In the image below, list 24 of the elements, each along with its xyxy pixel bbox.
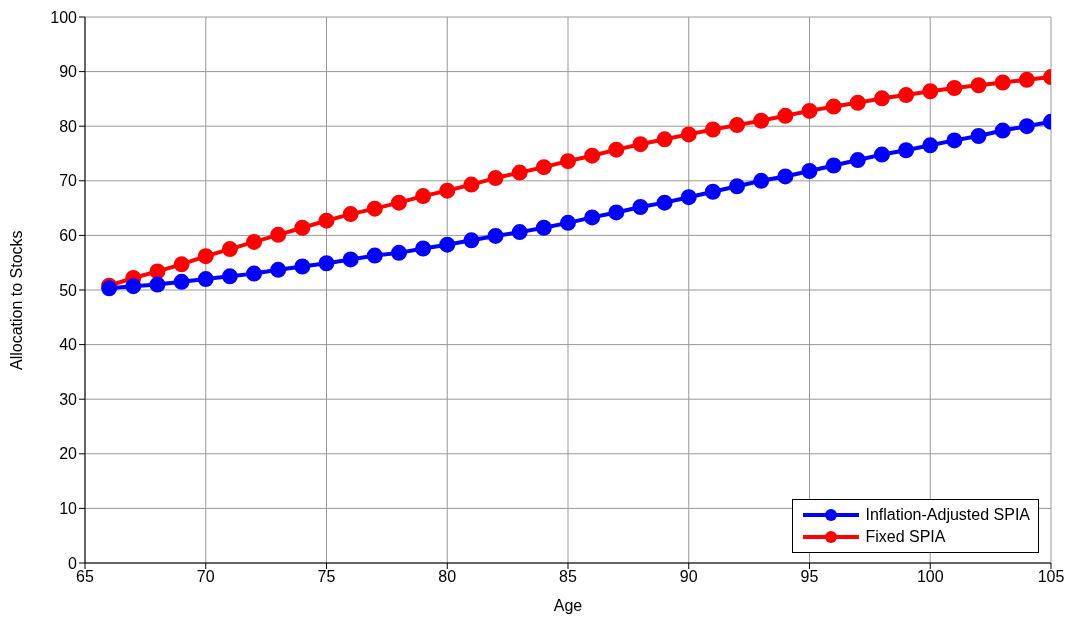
legend-label: Inflation-Adjusted SPIA bbox=[865, 506, 1030, 524]
y-tick-label: 40 bbox=[59, 336, 78, 354]
y-tick-label: 90 bbox=[59, 63, 78, 81]
x-tick-label: 70 bbox=[196, 568, 215, 586]
x-tick-label: 90 bbox=[679, 568, 698, 586]
x-tick-label: 95 bbox=[800, 568, 819, 586]
x-tick-label: 75 bbox=[317, 568, 336, 586]
y-tick-label: 30 bbox=[59, 390, 78, 408]
y-tick-label: 60 bbox=[59, 227, 78, 245]
x-tick-label: 85 bbox=[559, 568, 577, 586]
x-axis-title: Age bbox=[553, 597, 583, 614]
x-tick-label: 65 bbox=[76, 568, 94, 586]
y-tick-label: 10 bbox=[59, 500, 78, 518]
y-tick-label: 50 bbox=[59, 281, 78, 299]
y-tick-label: 100 bbox=[50, 8, 78, 26]
legend-label: Fixed SPIA bbox=[865, 528, 946, 546]
y-tick-label: 80 bbox=[59, 117, 78, 135]
x-tick-label: 100 bbox=[916, 568, 944, 586]
y-tick-label: 0 bbox=[68, 554, 78, 572]
x-tick-label: 80 bbox=[438, 568, 457, 586]
x-tick-label: 105 bbox=[1037, 568, 1065, 586]
y-tick-label: 70 bbox=[59, 172, 78, 190]
y-axis-title: Allocation to Stocks bbox=[7, 230, 25, 370]
y-tick-label: 20 bbox=[59, 445, 78, 463]
